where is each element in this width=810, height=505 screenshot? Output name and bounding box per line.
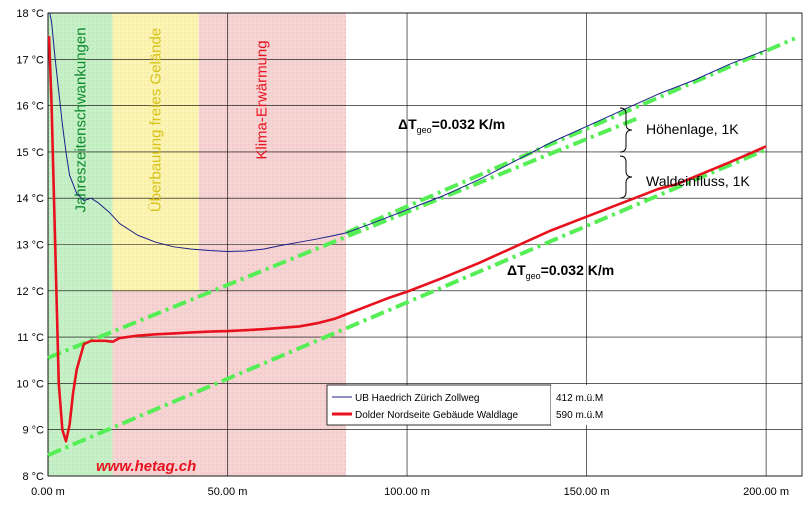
waldeinfluss-bracket (619, 155, 633, 199)
zone-label-klima-erwarmung: Klima-Erwärmung (254, 40, 271, 159)
y-tick-label-16: 16 °C (16, 101, 44, 113)
legend-extra-box (551, 385, 613, 425)
tick-labels: 8 °C 9 °C 10 °C 11 °C 12 °C 13 °C 14 °C 15 °C 16… (16, 8, 789, 498)
y-tick-label-14: 14 °C (16, 193, 44, 205)
axes (47, 12, 803, 477)
data-series (47, 12, 767, 443)
y-tick-label-10: 10 °C (16, 378, 44, 390)
reference-line-geo-gradient-lower (47, 147, 767, 458)
hoehenlage-label: Höhenlage, 1K (646, 121, 739, 137)
legend-extra-dolder: 590 m.ü.M (556, 410, 603, 421)
plot-border (47, 12, 803, 477)
x-tick-label-50: 50.00 m (208, 486, 248, 498)
legend-label-zollweg: UB Haedrich Zürich Zollweg (355, 393, 480, 404)
series-line-dolder-nordseite-gebaude-waldlage (47, 36, 767, 443)
dt-upper-annotation: ΔTgeo=0.032 K/m (398, 116, 505, 135)
zone-label-uberbauung-freies-gelande: Überbauung freies Gelände (147, 28, 165, 212)
x-tick-label-100: 100.00 m (384, 486, 430, 498)
x-tick-label-0: 0.00 m (31, 486, 65, 498)
legend-box (326, 384, 552, 426)
zone-label-jahreszeitenschwankungen: Jahreszeitenschwankungen (72, 27, 89, 212)
y-tick-label-8: 8 °C (22, 471, 44, 483)
reference-lines (47, 36, 796, 458)
legend: UB Haedrich Zürich Zollweg Dolder Nordse… (326, 384, 613, 426)
series-line-ub-haedrich-zurich-zollweg (49, 12, 767, 252)
y-tick-label-11: 11 °C (17, 332, 44, 344)
waldeinfluss-label: Waldeinfluss, 1K (646, 173, 750, 189)
legend-extra-zollweg: 412 m.ü.M (556, 393, 603, 404)
y-tick-label-18: 18 °C (16, 8, 44, 20)
y-tick-label-12: 12 °C (16, 286, 44, 298)
zone-labels: Jahreszeitenschwankungen Überbauung freie… (72, 27, 270, 212)
watermark: www.hetag.ch (96, 458, 196, 475)
y-tick-label-15: 15 °C (16, 147, 44, 159)
x-tick-label-150: 150.00 m (564, 486, 610, 498)
y-tick-label-17: 17 °C (16, 54, 44, 66)
reference-line-geo-gradient-upper (345, 36, 796, 235)
dt-lower-annotation: ΔTgeo=0.032 K/m (507, 262, 614, 281)
x-tick-label-200: 200.00 m (743, 486, 789, 498)
reference-line-geo-gradient-mid (47, 115, 642, 360)
hoehenlage-bracket (619, 107, 633, 153)
legend-label-dolder: Dolder Nordseite Gebäude Waldlage (355, 410, 518, 421)
y-tick-label-13: 13 °C (16, 240, 44, 252)
y-tick-label-9: 9 °C (22, 425, 44, 437)
